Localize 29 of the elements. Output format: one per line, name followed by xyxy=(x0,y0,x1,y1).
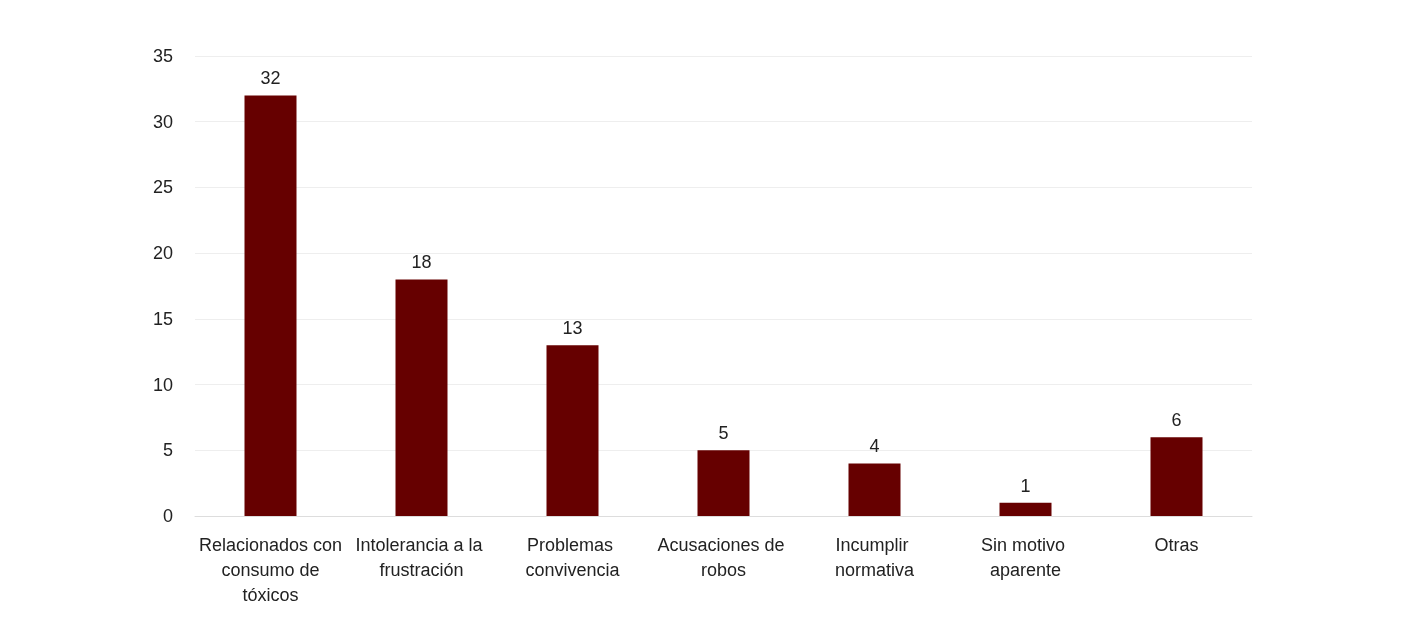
x-tick-label: Acusaciones de robos xyxy=(657,534,790,580)
bar xyxy=(697,450,750,516)
y-tick-label: 20 xyxy=(152,243,173,264)
bar xyxy=(848,463,901,516)
y-tick-label: 10 xyxy=(152,374,173,395)
data-label: 18 xyxy=(411,252,432,273)
x-tick-label: Problemas convivencia xyxy=(525,534,621,580)
y-tick-label: 5 xyxy=(162,440,173,461)
y-tick-label: 35 xyxy=(152,46,173,66)
data-label: 1 xyxy=(1020,475,1031,496)
y-tick-label: 15 xyxy=(152,308,173,329)
bar xyxy=(244,95,297,516)
data-label: 13 xyxy=(562,318,583,339)
x-tick-label: Relacionados con consumo de tóxicos xyxy=(198,534,343,605)
data-label: 32 xyxy=(260,68,281,89)
y-tick-label: 25 xyxy=(152,177,173,198)
bar xyxy=(999,502,1052,516)
bar xyxy=(1150,437,1203,516)
y-tick-label: 0 xyxy=(162,506,173,526)
data-label: 5 xyxy=(718,423,729,444)
x-tick-label: Incumplir normativa xyxy=(834,534,915,580)
y-tick-label: 30 xyxy=(152,111,173,132)
data-label: 6 xyxy=(1171,410,1182,431)
bar xyxy=(546,345,599,516)
x-tick-label: Otras xyxy=(1154,534,1199,555)
data-label: 4 xyxy=(869,436,880,457)
x-tick-label: Sin motivo aparente xyxy=(980,534,1071,580)
x-tick-label: Intolerancia a la frustración xyxy=(355,534,488,580)
bar xyxy=(395,279,448,516)
